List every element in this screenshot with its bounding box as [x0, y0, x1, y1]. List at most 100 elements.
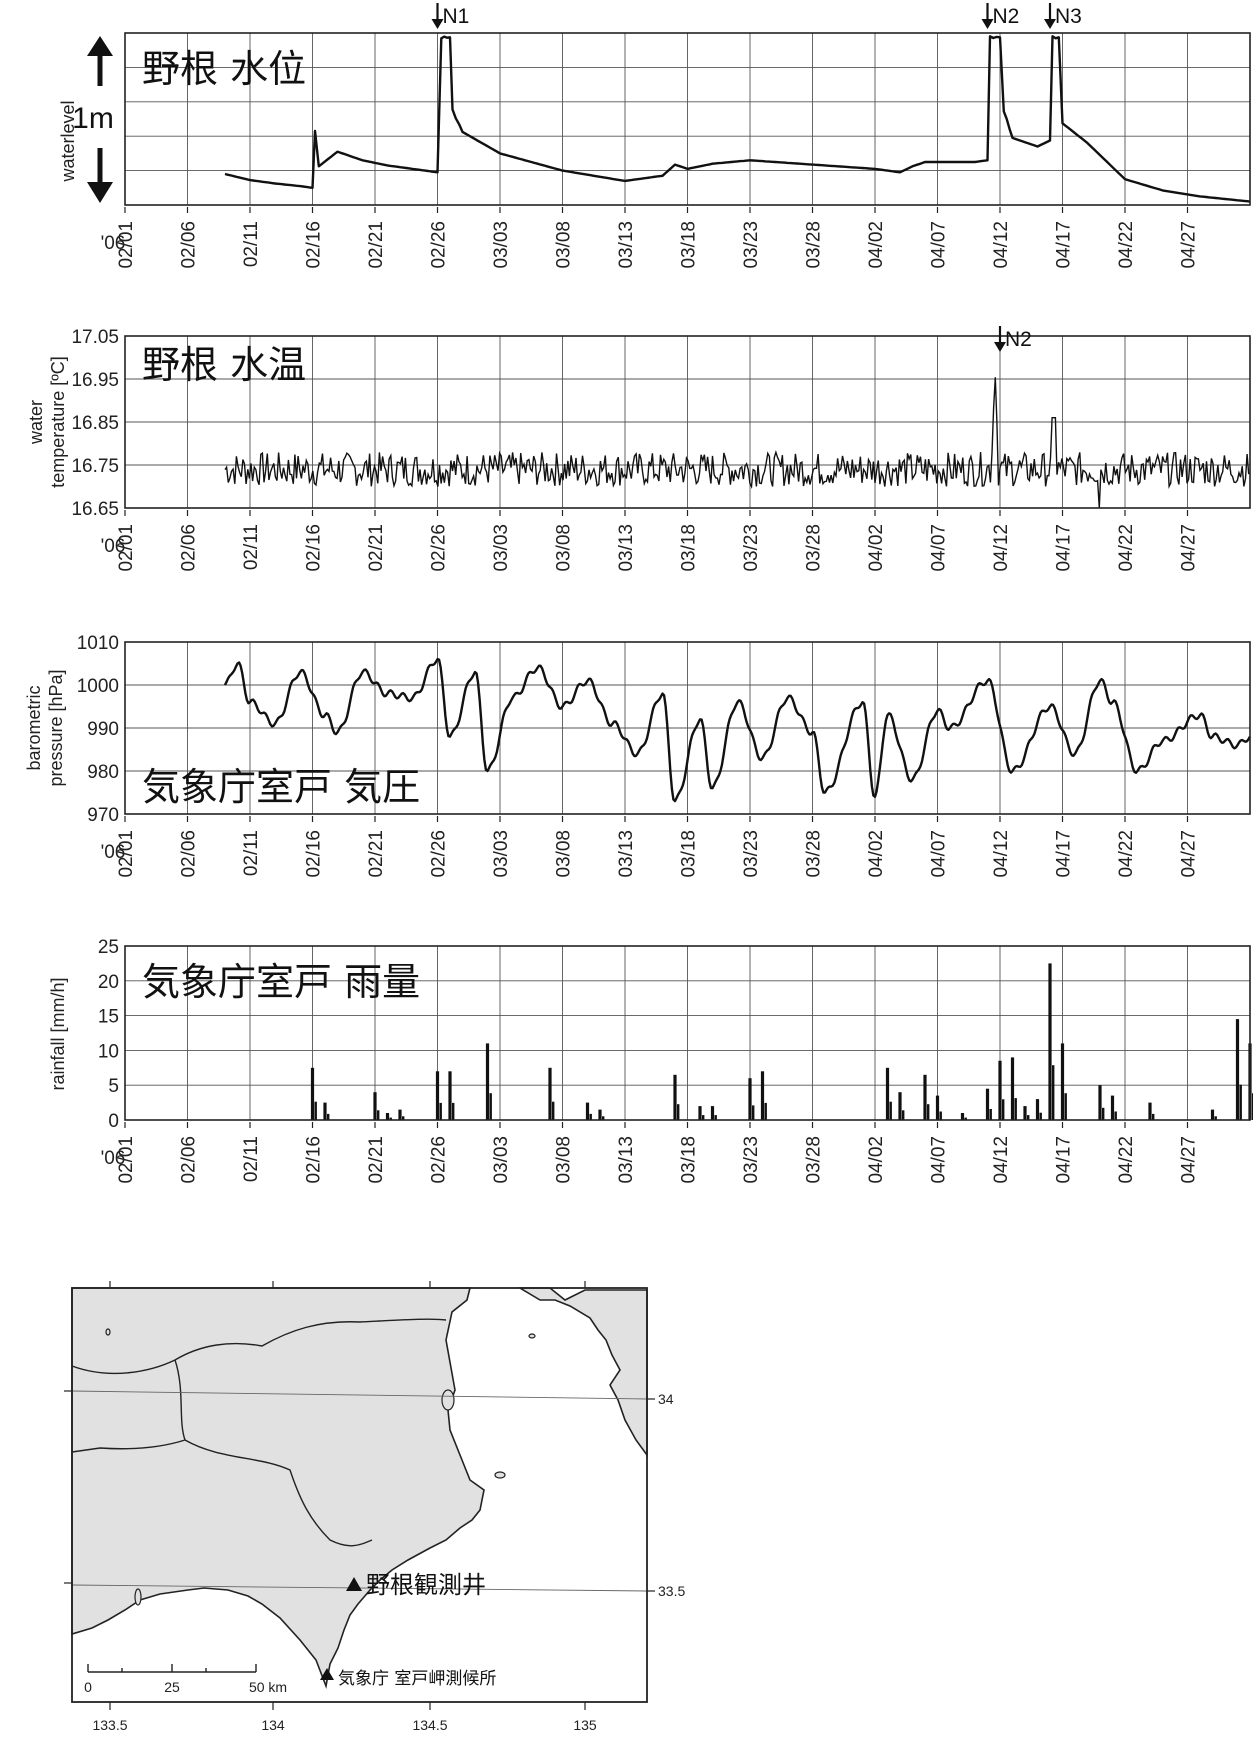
rainfall-bar — [377, 1110, 380, 1120]
rainfall-bar — [764, 1102, 767, 1120]
x-tick-label: 03/28 — [804, 1136, 825, 1184]
x-tick-label: 04/22 — [1116, 830, 1137, 878]
rainfall-bar — [448, 1071, 452, 1120]
x-tick-label: 02/16 — [304, 221, 325, 269]
rainfall-bar — [927, 1104, 930, 1120]
rainfall-bar — [898, 1092, 902, 1120]
water-temperature-ylabel-line2: temperature [ºC] — [48, 356, 68, 488]
rainfall-bar — [323, 1102, 327, 1120]
x-tick-label: 03/08 — [554, 524, 575, 572]
rainfall-bar — [1014, 1098, 1017, 1120]
rainfall-bar — [373, 1092, 377, 1120]
rainfall-bar — [1110, 1095, 1115, 1120]
x-tick-label: 04/27 — [1179, 1136, 1200, 1184]
rainfall-bar — [389, 1117, 392, 1120]
x-tick-label: 03/13 — [616, 524, 637, 572]
rainfall-bar — [589, 1113, 592, 1120]
rainfall-bar — [310, 1067, 315, 1120]
x-tick-label: 02/21 — [366, 221, 387, 269]
x-tick-label: 03/08 — [554, 1136, 575, 1184]
x-tick-label: 04/12 — [991, 524, 1012, 572]
rainfall-bar — [1114, 1111, 1117, 1120]
water-level-series — [224, 35, 1251, 203]
pressure-ylabel-line1: barometric — [24, 685, 44, 770]
station-marker-icon — [320, 1668, 334, 1680]
x-tick-label: 04/22 — [1116, 221, 1137, 269]
lat-tick-label: 33.5 — [658, 1583, 685, 1599]
pressure-frame — [124, 641, 1251, 815]
x-tick-label: 04/07 — [929, 830, 950, 878]
rainfall-bar — [760, 1071, 765, 1120]
y-tick-label: 990 — [87, 719, 119, 740]
rainfall-bar — [485, 1043, 490, 1120]
year-prefix-label: '06 — [101, 536, 126, 557]
y-tick-label: 16.85 — [71, 413, 119, 434]
x-tick-label: 02/06 — [179, 221, 200, 269]
rainfall-bar — [885, 1067, 890, 1120]
y-tick-label: 10 — [98, 1041, 119, 1062]
well-label: 野根観測井 — [366, 1571, 486, 1599]
x-tick-label: 02/21 — [366, 524, 387, 572]
rainfall-bar — [1035, 1099, 1040, 1120]
x-tick-label: 04/27 — [1179, 221, 1200, 269]
rainfall-bar — [710, 1106, 715, 1120]
x-tick-label: 03/23 — [741, 221, 762, 269]
lon-tick-label: 135 — [573, 1717, 597, 1733]
event-label: N2 — [1005, 328, 1032, 351]
x-tick-label: 04/02 — [866, 221, 887, 269]
rainfall-bar — [602, 1116, 605, 1120]
x-tick-label: 03/18 — [679, 830, 700, 878]
x-tick-label: 03/28 — [804, 221, 825, 269]
rainfall-bar — [698, 1106, 702, 1120]
rainfall-bar — [714, 1115, 717, 1120]
rainfall-bar — [585, 1102, 590, 1120]
x-tick-label: 03/28 — [804, 524, 825, 572]
rainfall-bar — [452, 1102, 455, 1120]
rainfall-bar — [989, 1109, 992, 1120]
rainfall-bar — [1060, 1043, 1065, 1120]
x-tick-label: 04/17 — [1054, 524, 1075, 572]
rainfall-bar — [435, 1071, 440, 1120]
pressure-title: 気象庁室戸 気圧 — [142, 765, 420, 809]
x-tick-label: 02/11 — [241, 524, 262, 570]
event-label: N3 — [1055, 5, 1082, 28]
rainfall-bar — [673, 1074, 677, 1120]
x-tick-label: 04/17 — [1054, 1136, 1075, 1184]
x-tick-label: 02/06 — [179, 524, 200, 572]
x-tick-label: 03/03 — [491, 830, 512, 878]
rainfall-bar — [1152, 1113, 1155, 1120]
x-tick-label: 02/01 — [116, 830, 137, 878]
water-level-frame — [124, 32, 1251, 206]
water-temperature-title: 野根 水温 — [142, 343, 306, 387]
x-tick-label: 03/08 — [554, 221, 575, 269]
rainfall-bar — [960, 1113, 965, 1120]
rainfall-bar — [985, 1088, 990, 1120]
x-tick-label: 02/11 — [241, 830, 262, 876]
map-ticks: 133.5 134 134.5 135 34 33.5 — [64, 1281, 685, 1733]
lat-tick-label: 34 — [658, 1391, 674, 1407]
x-tick-label: 04/02 — [866, 1136, 887, 1184]
y-tick-label: 16.95 — [71, 370, 119, 391]
x-tick-label: 03/13 — [616, 1136, 637, 1184]
rainfall-bar — [327, 1113, 330, 1120]
x-tick-label: 03/23 — [741, 830, 762, 878]
rainfall-bar — [1098, 1085, 1102, 1120]
pressure-ylabel-line2: pressure [hPa] — [46, 669, 66, 786]
y-tick-label: 980 — [87, 762, 119, 783]
rainfall-bar — [889, 1101, 892, 1120]
rainfall-bar — [439, 1102, 442, 1120]
x-tick-label: 02/01 — [116, 1136, 137, 1184]
lon-tick-label: 134.5 — [412, 1717, 447, 1733]
x-tick-label: 02/16 — [304, 1136, 325, 1184]
x-tick-label: 04/17 — [1054, 830, 1075, 878]
x-tick-label: 02/21 — [366, 830, 387, 878]
x-tick-label: 04/27 — [1179, 524, 1200, 572]
x-tick-label: 02/11 — [241, 1136, 262, 1182]
x-tick-label: 04/02 — [866, 830, 887, 878]
x-tick-label: 03/03 — [491, 221, 512, 269]
rainfall-bar — [1027, 1115, 1030, 1120]
x-tick-label: 02/16 — [304, 524, 325, 572]
rainfall-bar — [702, 1115, 705, 1120]
